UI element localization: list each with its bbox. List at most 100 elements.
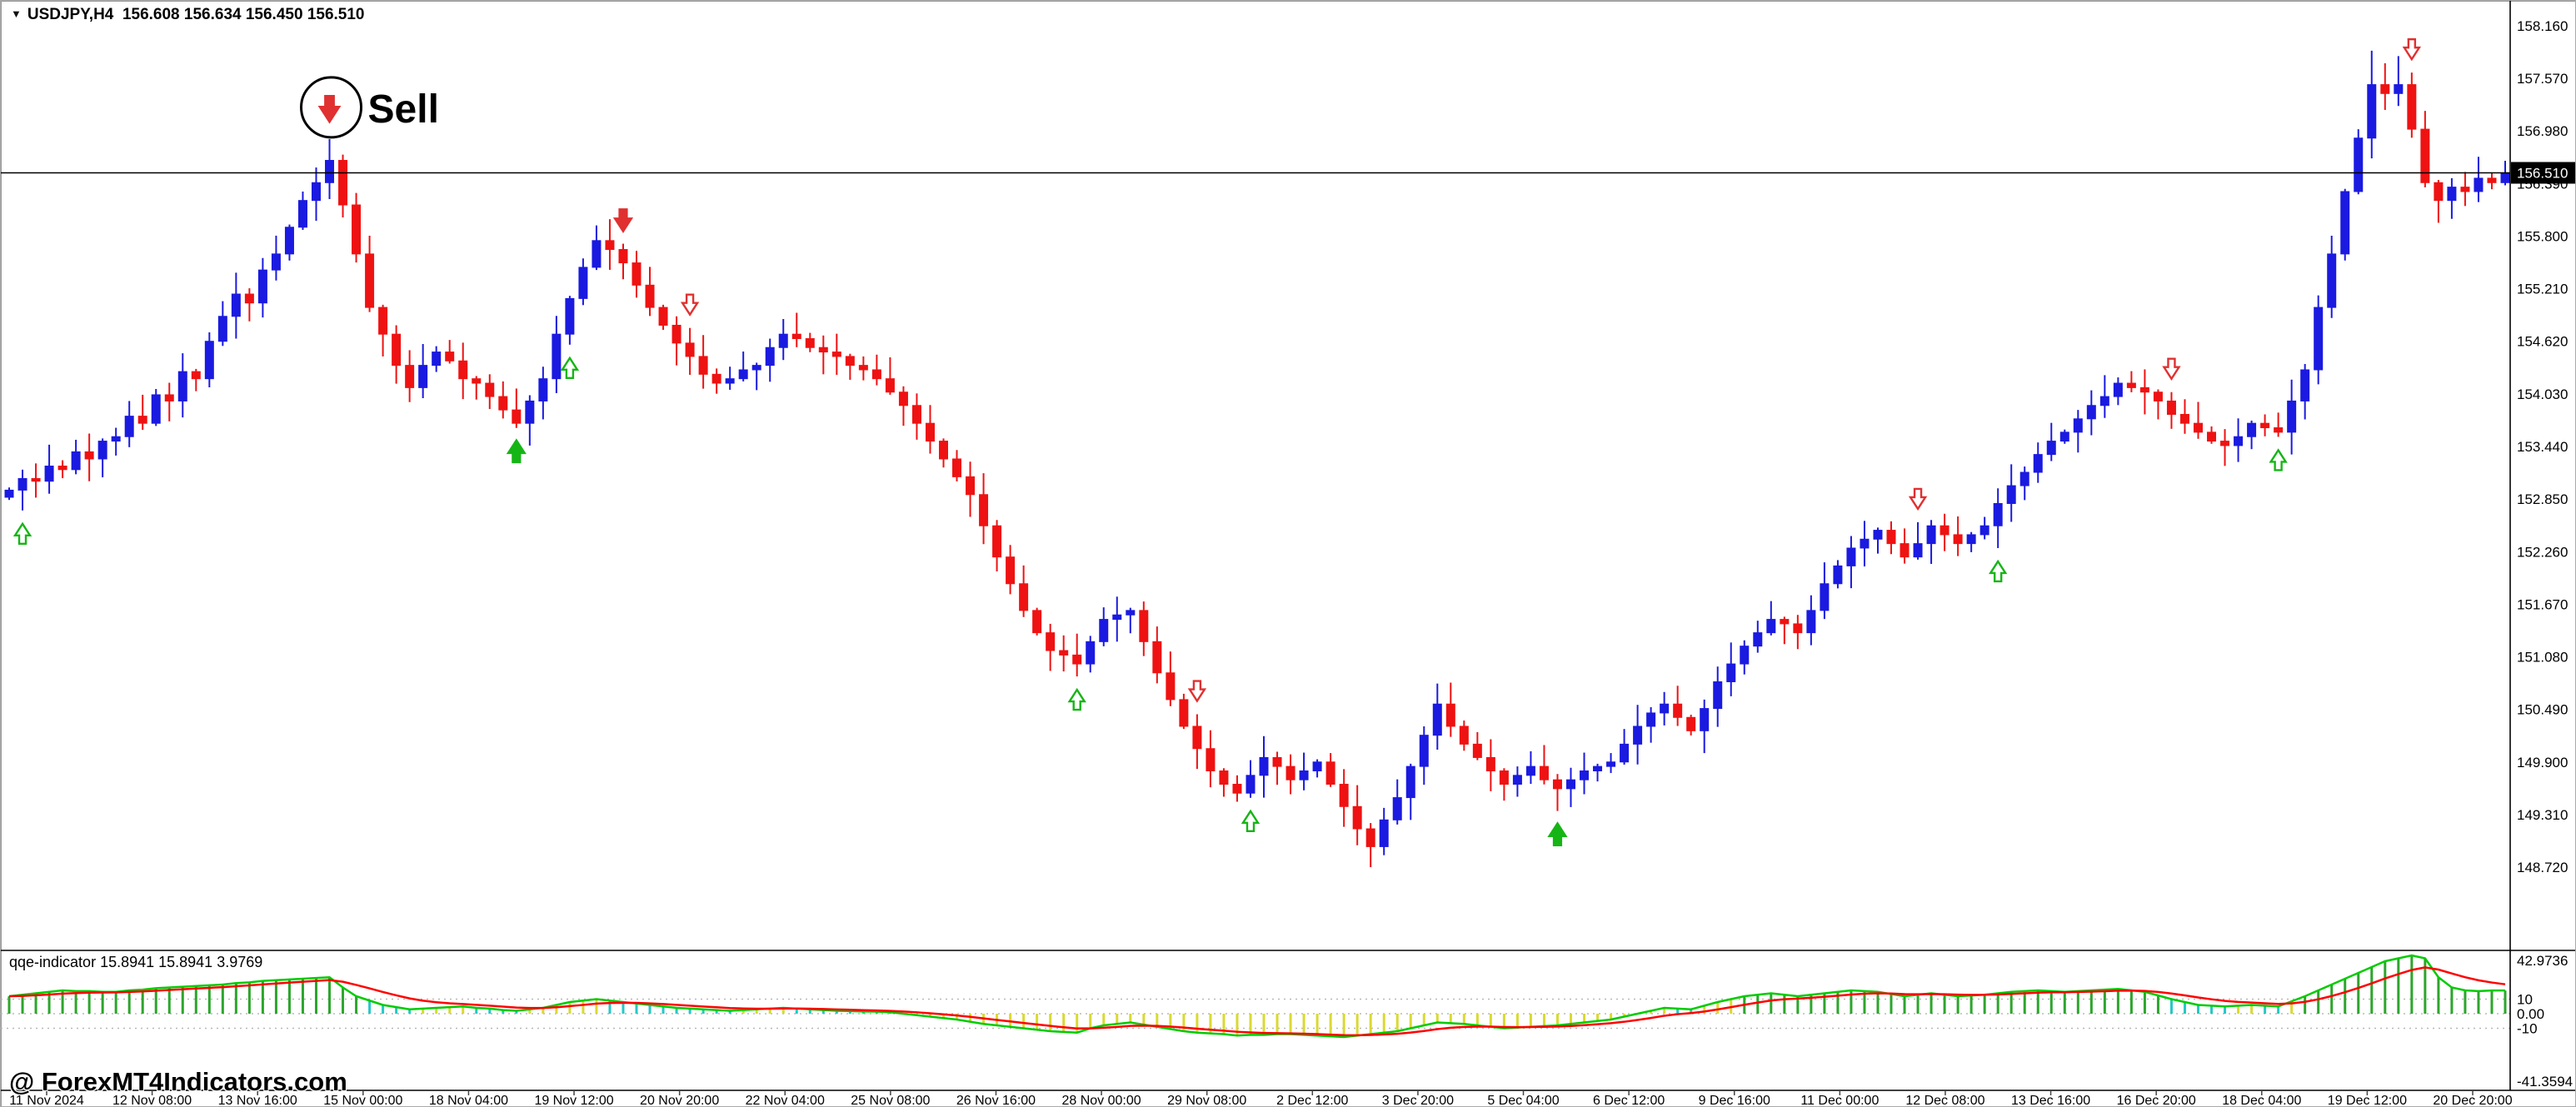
candle [1126,610,1136,616]
candle [2367,84,2377,139]
time-axis-label: 12 Nov 08:00 [112,1094,192,1107]
sell-circle [300,76,363,139]
candle [177,371,187,401]
watermark: @ ForexMT4Indicators.com [9,1067,347,1096]
candle [1860,538,1870,549]
candle [2073,418,2083,433]
candle [605,240,615,251]
signal-arrow-down [2162,357,2181,381]
candle [2166,400,2176,415]
candle [1192,726,1202,750]
time-axis-label: 2 Dec 12:00 [1276,1094,1348,1107]
candle [2474,177,2484,192]
time-axis-label: 18 Nov 04:00 [429,1094,508,1107]
candle [2086,405,2096,420]
candle [1352,805,1362,830]
candle [2274,427,2284,433]
signal-arrow-down [2402,37,2422,62]
candle [378,307,388,335]
signal-arrow-up [560,356,580,380]
candle [2234,436,2244,446]
candle [2300,369,2310,401]
candle [71,451,81,471]
candle [858,365,868,371]
candle [1780,619,1790,625]
candle [325,160,335,183]
candle [2407,84,2417,130]
candle [1966,534,1976,545]
time-axis-label: 22 Nov 04:00 [746,1094,825,1107]
candle [1206,748,1216,771]
candle [1339,784,1349,807]
time-axis-label: 12 Dec 08:00 [1905,1094,1984,1107]
price-axis-label: 153.440 [2517,439,2568,455]
candle [1939,525,1949,536]
candle [2420,128,2430,183]
price-axis-label: 154.620 [2517,334,2568,350]
candle [592,240,602,268]
candle [1006,556,1016,585]
signal-arrow-down [317,95,342,124]
current-price-badge-label: 156.510 [2517,166,2568,182]
candle [151,394,161,424]
candle [204,341,214,380]
signal-arrow-down [1187,680,1207,703]
candle [1726,663,1736,682]
candle [1232,784,1242,794]
candle [1072,654,1082,665]
time-axis-label: 28 Nov 00:00 [1061,1094,1141,1107]
candle [1299,770,1309,780]
candle [338,160,348,206]
symbol-title-ohlc: 156.608 156.634 156.450 156.510 [122,6,365,23]
candle [898,391,908,406]
candle [1833,565,1843,585]
time-axis-label: 19 Nov 12:00 [534,1094,613,1107]
time-axis[interactable]: 11 Nov 2024 12 Nov 08:00 13 Nov 16:00 15 No… [9,1090,2513,1107]
candle [1686,716,1696,731]
candle [711,373,721,384]
candle [1046,632,1056,651]
time-axis-label: 26 Nov 16:00 [956,1094,1036,1107]
time-axis-label: 20 Nov 20:00 [640,1094,719,1107]
candle [1660,703,1670,714]
candle [751,365,761,371]
candle [1593,765,1603,771]
candle [1793,623,1803,634]
candle [2287,400,2297,433]
candle [1445,703,1455,727]
candle [1259,756,1269,776]
price-axis[interactable]: 158.160157.570156.980156.390155.800155.2… [2511,18,2576,875]
candle [244,293,254,304]
indicator-level-label: 0.00 [2517,1006,2544,1022]
candle [1926,525,1936,545]
candle [1846,547,1856,566]
candle [498,396,508,411]
candle [1459,726,1469,745]
candle [685,342,695,357]
candle [831,352,841,357]
candle [1219,770,1229,785]
indicator-level-label: 10 [2517,992,2533,1008]
candle [1886,530,1896,545]
time-axis-label: 9 Dec 16:00 [1699,1094,1770,1107]
price-axis-label: 148.720 [2517,860,2568,875]
candle [525,400,535,424]
indicator-axis[interactable]: 42.9736 -41.3594 100.00-10 [2517,953,2573,1090]
candle [778,333,788,348]
candle [445,352,455,362]
candle [552,333,562,380]
candle [939,441,948,460]
qqe-slow-line [8,966,2506,1037]
candle [1953,534,1963,545]
time-axis-label: 5 Dec 04:00 [1487,1094,1559,1107]
candle [1432,703,1442,736]
candle [257,269,267,304]
signal-arrow-up [506,438,527,464]
candle [312,182,321,202]
indicator-pane[interactable] [1,998,2510,1030]
candle [1246,775,1256,794]
price-axis-label: 149.310 [2517,807,2568,823]
candle [1566,779,1575,790]
candle [17,478,27,491]
